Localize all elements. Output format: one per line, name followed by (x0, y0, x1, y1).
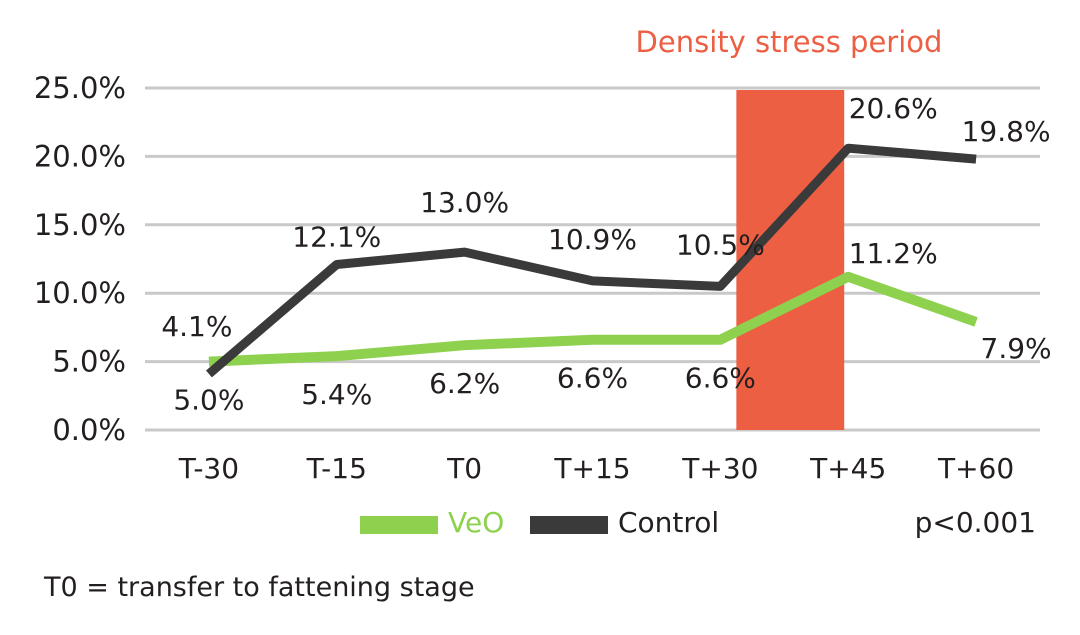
data-label-veo: 5.4% (301, 378, 372, 411)
legend-swatch-control (530, 516, 608, 534)
data-label-veo: 5.0% (173, 384, 244, 417)
significance-annotation: p<0.001 (915, 506, 1036, 539)
y-tick-label: 5.0% (52, 345, 126, 379)
data-label-control: 13.0% (420, 186, 509, 219)
x-tick-label: T-15 (306, 452, 367, 485)
y-tick-label: 0.0% (52, 413, 126, 447)
data-label-control: 19.8% (962, 115, 1051, 148)
data-label-control: 12.1% (292, 220, 381, 253)
x-tick-label: T+45 (809, 452, 886, 485)
highlight-band (736, 90, 845, 430)
data-label-veo: 11.2% (849, 237, 938, 270)
data-label-veo: 6.2% (429, 367, 500, 400)
highlight-label: Density stress period (636, 25, 943, 59)
data-label-control: 4.1% (161, 310, 232, 343)
data-label-veo: 6.6% (685, 362, 756, 395)
data-label-control: 20.6% (849, 92, 938, 125)
density-stress-highlight: Density stress period (636, 25, 943, 430)
x-tick-label: T+60 (937, 452, 1014, 485)
y-axis-tick-labels: 0.0% 5.0% 10.0% 15.0% 20.0% 25.0% (34, 71, 126, 447)
legend-label-veo: VeO (448, 506, 504, 539)
series-lines (206, 143, 978, 378)
x-tick-label: T+30 (681, 452, 758, 485)
y-tick-label: 15.0% (34, 208, 126, 242)
series-line-control (206, 143, 977, 378)
series-line-veo (208, 271, 978, 367)
y-tick-label: 25.0% (34, 71, 126, 105)
footnote: T0 = transfer to fattening stage (43, 572, 475, 603)
x-tick-label: T+15 (553, 452, 630, 485)
legend-label-control: Control (618, 506, 719, 539)
data-label-veo: 6.6% (557, 362, 628, 395)
legend: VeO Control (360, 506, 719, 539)
x-tick-label: T0 (446, 452, 482, 485)
y-tick-label: 10.0% (34, 276, 126, 310)
x-axis-tick-labels: T-30 T-15 T0 T+15 T+30 T+45 T+60 (178, 452, 1014, 485)
data-labels: 5.0% 5.4% 6.2% 6.6% 6.6% 11.2% 7.9% 4.1% 12.1% 13… (161, 92, 1051, 416)
data-label-control: 10.9% (548, 223, 637, 256)
y-tick-label: 20.0% (34, 139, 126, 173)
x-tick-label: T-30 (178, 452, 239, 485)
data-label-control: 10.5% (676, 228, 765, 261)
legend-swatch-veo (360, 516, 438, 534)
data-label-veo: 7.9% (981, 332, 1052, 365)
